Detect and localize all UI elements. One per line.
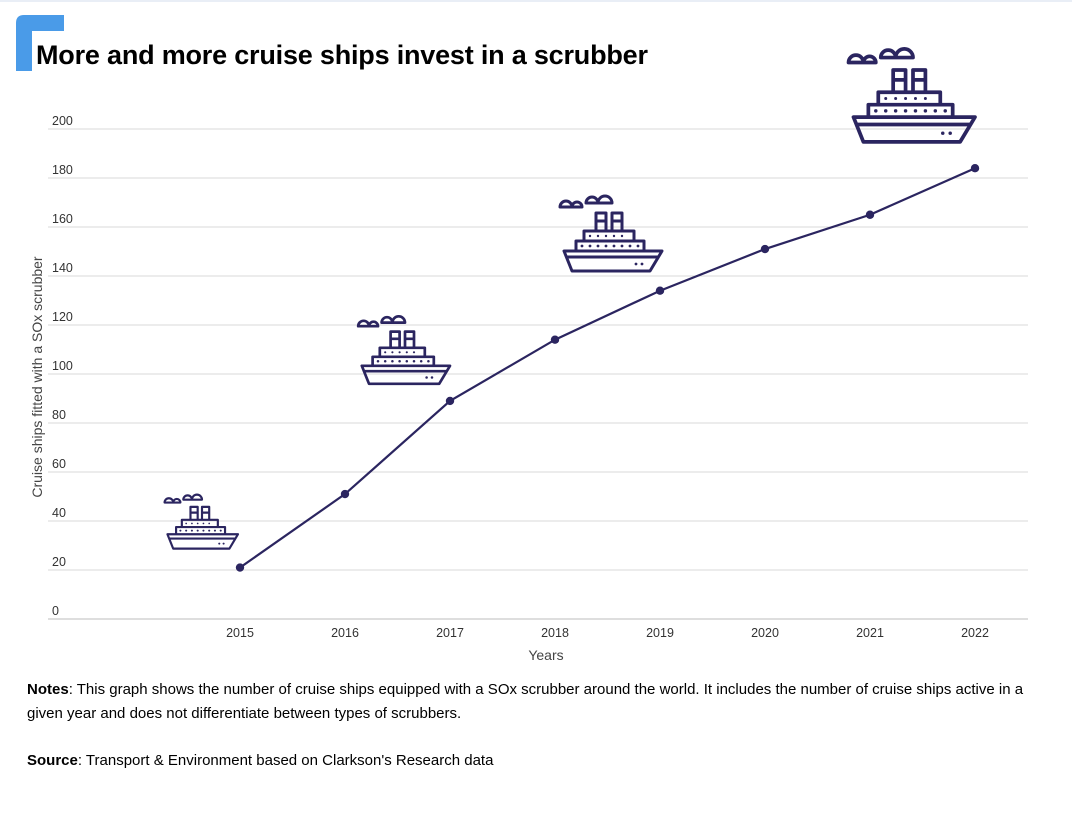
x-tick-label: 2019 xyxy=(646,626,674,640)
source-label: Source xyxy=(27,752,78,769)
series-line xyxy=(239,167,976,569)
y-tick-label: 120 xyxy=(52,310,73,324)
notes-text: : This graph shows the number of cruise … xyxy=(27,681,1024,722)
y-axis-ticks: 0 20 40 60 80 100 120 140 160 180 200 xyxy=(52,114,73,618)
x-axis-ticks: 2015 2016 2017 2018 2019 2020 2021 2022 xyxy=(226,626,989,640)
source-text: : Transport & Environment based on Clark… xyxy=(77,752,494,769)
x-tick-label: 2021 xyxy=(856,626,884,640)
x-tick-label: 2015 xyxy=(226,626,254,640)
y-tick-label: 80 xyxy=(52,408,66,422)
x-tick-label: 2018 xyxy=(541,626,569,640)
notes-label: Notes xyxy=(27,681,69,698)
data-point xyxy=(550,335,560,344)
x-tick-label: 2022 xyxy=(961,626,989,640)
cruise-ship-icon xyxy=(163,493,240,550)
y-tick-label: 20 xyxy=(52,555,66,569)
x-tick-label: 2017 xyxy=(436,626,464,640)
notes: Notes: This graph shows the number of cr… xyxy=(27,678,1047,726)
y-tick-label: 0 xyxy=(52,604,59,618)
x-axis-title: Years xyxy=(528,647,563,663)
data-point xyxy=(655,286,665,295)
y-tick-label: 140 xyxy=(52,261,73,275)
y-tick-label: 200 xyxy=(52,114,73,128)
data-point xyxy=(970,164,980,173)
line-chart: 0 20 40 60 80 100 120 140 160 180 200 2015 2016 2017… xyxy=(29,47,1028,663)
data-point xyxy=(865,210,875,219)
x-tick-label: 2020 xyxy=(751,626,779,640)
cruise-ship-icon xyxy=(558,194,664,273)
ship-decorations xyxy=(163,47,977,550)
y-tick-label: 100 xyxy=(52,359,73,373)
x-tick-label: 2016 xyxy=(331,626,359,640)
y-tick-label: 60 xyxy=(52,457,66,471)
y-tick-label: 160 xyxy=(52,212,73,226)
data-point xyxy=(235,563,245,572)
source: Source: Transport & Environment based on… xyxy=(27,749,1047,773)
y-tick-label: 40 xyxy=(52,506,66,520)
cruise-ship-icon xyxy=(846,47,977,144)
top-rule xyxy=(0,0,1072,2)
cruise-ship-icon xyxy=(356,314,452,386)
series-line xyxy=(235,164,980,572)
y-tick-label: 180 xyxy=(52,163,73,177)
data-point xyxy=(445,396,455,406)
data-point xyxy=(760,244,770,254)
gridlines xyxy=(48,128,1028,620)
brand-accent-mark xyxy=(16,15,64,71)
y-axis-title: Cruise ships fitted with a SOx scrubber xyxy=(29,256,45,498)
chart-title: More and more cruise ships invest in a s… xyxy=(36,40,648,70)
data-point xyxy=(340,489,350,499)
